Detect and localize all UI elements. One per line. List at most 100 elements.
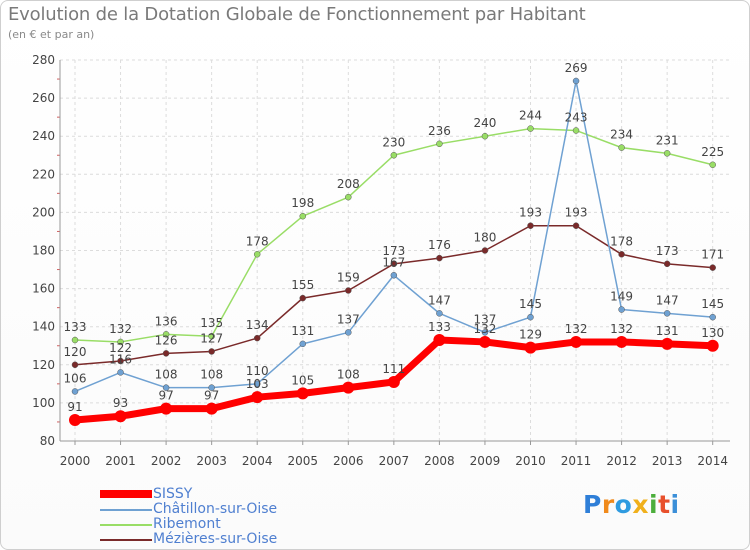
data-point-sissy: [524, 341, 537, 354]
data-point-chatillon-sur-oise: [436, 310, 443, 317]
data-point-ribemont: [527, 125, 534, 132]
data-point-chatillon-sur-oise: [117, 369, 124, 376]
data-label-sissy: 103: [246, 377, 269, 391]
y-tick-label: 260: [32, 91, 55, 105]
data-point-sissy: [570, 335, 583, 348]
data-label-mezieres-sur-oise: 193: [519, 206, 542, 220]
data-label-mezieres-sur-oise: 173: [382, 244, 405, 258]
data-point-ribemont: [71, 336, 79, 344]
data-point-mezieres-sur-oise: [299, 294, 306, 302]
y-tick-label: 180: [32, 244, 55, 258]
legend-label: SISSY: [153, 486, 193, 502]
x-tick-label: 2013: [652, 454, 683, 468]
x-tick-label: 2001: [105, 454, 136, 468]
data-point-ribemont: [299, 212, 306, 220]
data-point-ribemont: [436, 140, 443, 148]
data-point-mezieres-sur-oise: [481, 247, 489, 254]
data-label-chatillon-sur-oise: 145: [519, 297, 542, 311]
data-point-chatillon-sur-oise: [162, 384, 170, 391]
data-point-mezieres-sur-oise: [162, 350, 170, 357]
data-point-sissy: [205, 402, 218, 415]
legend-swatch: [100, 509, 152, 511]
data-point-ribemont: [572, 127, 580, 134]
data-label-chatillon-sur-oise: 137: [337, 312, 360, 326]
data-point-sissy: [478, 335, 491, 348]
data-label-mezieres-sur-oise: 155: [291, 278, 314, 292]
data-point-ribemont: [709, 161, 716, 169]
y-tick-label: 280: [32, 53, 55, 67]
chart-subtitle: (en € et par an): [8, 28, 95, 41]
data-point-chatillon-sur-oise: [527, 313, 534, 321]
y-tick-label: 160: [32, 282, 55, 296]
data-point-chatillon-sur-oise: [345, 329, 352, 336]
data-label-ribemont: 136: [155, 314, 178, 328]
data-point-chatillon-sur-oise: [299, 340, 306, 348]
data-label-ribemont: 133: [64, 320, 87, 334]
data-label-ribemont: 231: [656, 133, 679, 147]
data-point-sissy: [160, 402, 173, 415]
data-point-chatillon-sur-oise: [572, 77, 580, 85]
data-point-ribemont: [117, 338, 124, 346]
data-point-sissy: [114, 410, 127, 423]
data-label-chatillon-sur-oise: 106: [64, 371, 87, 385]
data-point-ribemont: [162, 331, 170, 338]
data-point-mezieres-sur-oise: [618, 251, 625, 258]
data-point-sissy: [433, 334, 446, 347]
data-label-sissy: 129: [519, 328, 542, 342]
legend-label: Ribemont: [153, 516, 221, 532]
data-label-chatillon-sur-oise: 116: [109, 352, 132, 366]
data-label-mezieres-sur-oise: 134: [246, 318, 269, 332]
data-point-chatillon-sur-oise: [618, 306, 625, 313]
data-point-mezieres-sur-oise: [390, 260, 398, 268]
legend-swatch: [100, 490, 152, 498]
data-point-mezieres-sur-oise: [253, 334, 261, 342]
data-label-mezieres-sur-oise: 171: [701, 248, 724, 262]
data-point-chatillon-sur-oise: [709, 313, 716, 321]
data-point-sissy: [706, 339, 719, 352]
data-point-chatillon-sur-oise: [253, 380, 261, 388]
data-point-chatillon-sur-oise: [663, 310, 671, 317]
data-point-sissy: [296, 387, 309, 400]
data-point-mezieres-sur-oise: [345, 287, 352, 294]
data-label-ribemont: 230: [382, 135, 405, 149]
data-label-sissy: 132: [610, 322, 633, 336]
x-tick-label: 2000: [60, 454, 91, 468]
data-label-mezieres-sur-oise: 126: [155, 333, 178, 347]
data-point-mezieres-sur-oise: [436, 254, 443, 262]
data-point-mezieres-sur-oise: [663, 260, 671, 268]
data-label-sissy: 97: [204, 389, 219, 403]
data-label-chatillon-sur-oise: 137: [473, 312, 496, 326]
data-point-ribemont: [390, 152, 398, 159]
x-tick-label: 2003: [196, 454, 227, 468]
data-label-chatillon-sur-oise: 108: [155, 368, 178, 382]
data-label-chatillon-sur-oise: 131: [291, 324, 314, 338]
legend-swatch: [100, 524, 152, 526]
data-label-chatillon-sur-oise: 167: [382, 255, 405, 269]
proxiti-logo: Proxiti: [583, 490, 680, 519]
data-point-sissy: [615, 335, 628, 348]
data-point-ribemont: [618, 144, 625, 151]
data-label-ribemont: 236: [428, 124, 451, 138]
y-tick-label: 200: [32, 205, 55, 219]
data-label-mezieres-sur-oise: 178: [610, 234, 633, 248]
data-point-ribemont: [663, 150, 671, 157]
data-point-mezieres-sur-oise: [117, 357, 124, 365]
data-label-sissy: 130: [701, 326, 724, 340]
data-label-ribemont: 225: [701, 145, 724, 159]
data-label-sissy: 93: [113, 396, 128, 410]
data-label-ribemont: 240: [473, 116, 496, 130]
data-label-ribemont: 243: [565, 110, 588, 124]
data-label-chatillon-sur-oise: 147: [656, 293, 679, 307]
y-tick-label: 80: [40, 434, 55, 448]
data-label-sissy: 97: [158, 389, 173, 403]
data-point-mezieres-sur-oise: [71, 361, 79, 369]
data-label-sissy: 108: [337, 368, 360, 382]
data-label-sissy: 111: [382, 362, 405, 376]
y-tick-label: 140: [32, 320, 55, 334]
data-label-ribemont: 208: [337, 177, 360, 191]
x-tick-label: 2014: [697, 454, 728, 468]
x-tick-label: 2007: [379, 454, 410, 468]
data-label-ribemont: 198: [291, 196, 314, 210]
data-point-sissy: [387, 375, 400, 388]
